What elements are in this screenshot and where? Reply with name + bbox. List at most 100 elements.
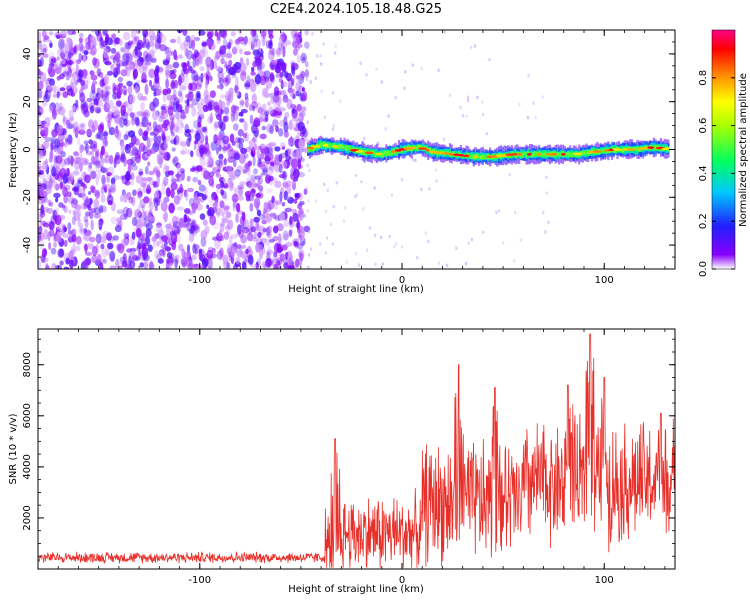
spectrogram-noise-blob	[197, 110, 205, 116]
spectrogram-noise-blob	[106, 90, 111, 96]
spectrogram-noise-blob	[142, 254, 150, 262]
spectrogram-noise-blob	[227, 42, 231, 50]
spectrogram-noise-blob	[197, 179, 202, 186]
spectrogram-noise-blob	[181, 145, 188, 156]
spectrogram-faint-dot	[547, 220, 550, 224]
spectrogram-faint-dot	[380, 235, 383, 240]
spectrogram-noise-blob	[207, 258, 213, 269]
spectrogram-faint-dot	[519, 238, 522, 242]
spectrogram-noise-blob	[226, 64, 232, 72]
spectrogram-noise-blob	[104, 90, 109, 98]
spectrogram-noise-blob	[227, 219, 234, 230]
spectrogram-noise-blob	[83, 243, 89, 251]
spectrogram-noise-blob	[142, 261, 149, 269]
spectrogram-noise-blob	[153, 197, 159, 208]
spectrogram-noise-blob	[146, 236, 151, 245]
spectrogram-noise-blob	[148, 197, 153, 207]
spectrogram-noise-blob	[93, 191, 100, 197]
spectrogram-track-cell	[567, 151, 570, 157]
spectrogram-noise-blob	[157, 258, 164, 264]
spectrogram-noise-blob	[40, 194, 45, 206]
spectrogram-noise-blob	[259, 30, 263, 38]
spectrogram-track-cell	[565, 152, 568, 156]
spectrogram-noise-blob	[60, 38, 66, 49]
spectrogram-faint-dot	[307, 199, 310, 203]
snr-y-label: SNR (10 * v/v)	[8, 413, 19, 484]
spectrogram-noise-blob	[134, 116, 140, 126]
spectrogram-noise-blob	[82, 69, 88, 80]
spectrogram-track-cell	[307, 148, 310, 153]
spectrogram-noise-blob	[269, 47, 275, 55]
spectrogram-track-cell	[418, 144, 421, 149]
spectrogram-noise-blob	[235, 43, 240, 52]
spectrogram-noise-blob	[84, 198, 89, 205]
spectrogram-noise-blob	[137, 193, 142, 200]
spectrogram-noise-blob	[195, 58, 200, 66]
spectrogram-noise-blob	[194, 36, 201, 42]
spectrogram-noise-blob	[130, 39, 138, 48]
spectrogram-noise-blob	[261, 219, 267, 225]
spectrogram-noise-blob	[120, 47, 125, 53]
spectrogram-noise-blob	[298, 248, 305, 260]
spectrogram-noise-blob	[127, 42, 132, 49]
spectrogram-noise-blob	[229, 178, 233, 189]
spectrogram-noise-blob	[136, 30, 141, 35]
spectrogram-noise-blob	[147, 244, 153, 252]
spectrogram-noise-blob	[219, 121, 226, 132]
spectrogram-noise-blob	[253, 117, 261, 128]
spectrogram-noise-blob	[42, 146, 47, 157]
spectrogram-noise-blob	[84, 219, 89, 228]
spectrogram-faint-dot	[514, 210, 517, 215]
spectrogram-noise-blob	[246, 225, 252, 236]
spectrogram-noise-blob	[51, 166, 56, 177]
spectrogram-noise-blob	[283, 130, 289, 138]
spectrogram-noise-blob	[206, 156, 212, 166]
spectrogram-noise-blob	[130, 172, 135, 181]
spectrogram-noise-blob	[130, 116, 136, 126]
spectrogram-noise-blob	[248, 189, 257, 194]
x-tick-label: -100	[188, 575, 211, 586]
spectrogram-noise-blob	[156, 253, 163, 261]
spectrogram-noise-blob	[100, 186, 104, 195]
spectrogram-noise-blob	[178, 243, 184, 252]
spectrogram-noise-blob	[206, 249, 213, 259]
spectrogram-noise-blob	[130, 157, 137, 162]
spectrogram-noise-blob	[177, 206, 185, 211]
spectrogram-noise-blob	[74, 160, 80, 171]
spectrogram-noise-blob	[161, 235, 168, 242]
spectrogram-noise-blob	[134, 208, 141, 218]
spectrogram-noise-blob	[100, 243, 105, 250]
x-tick-label: -100	[188, 275, 211, 286]
spectrogram-noise-blob	[141, 42, 145, 49]
spectrogram-noise-blob	[218, 129, 225, 141]
spectrogram-noise-blob	[135, 174, 143, 184]
spectrogram-track-cell	[572, 152, 575, 158]
spectrogram-noise-blob	[96, 253, 102, 265]
spectrogram-noise-blob	[75, 104, 79, 111]
spectrogram-track-peak	[561, 153, 566, 156]
spectrogram-noise-blob	[42, 162, 48, 172]
spectrogram-noise-blob	[38, 119, 42, 129]
spectrogram-noise-blob	[68, 51, 72, 59]
spectrogram-noise-blob	[238, 187, 244, 197]
spectrogram-noise-blob	[243, 163, 250, 173]
spectrogram-noise-blob	[251, 126, 259, 132]
spectrogram-noise-blob	[142, 111, 149, 117]
spectrogram-noise-blob	[120, 142, 125, 154]
spectrogram-noise-blob	[256, 209, 262, 217]
spectrogram-faint-dot	[404, 70, 407, 74]
spectrogram-noise-blob	[66, 60, 74, 66]
spectrogram-noise-blob	[148, 79, 153, 87]
spectrogram-noise-blob	[69, 259, 74, 269]
spectrogram-noise-blob	[67, 117, 72, 125]
spectrogram-noise-blob	[296, 219, 300, 231]
spectrogram-noise-blob	[255, 261, 259, 269]
spectrogram-noise-blob	[75, 245, 81, 252]
spectrogram-noise-blob	[233, 152, 241, 161]
spectrogram-noise-blob	[301, 106, 307, 112]
spectrogram-noise-blob	[290, 147, 294, 157]
spectrogram-faint-dot	[311, 31, 314, 36]
spectrogram-noise-blob	[192, 57, 196, 69]
spectrogram-noise-blob	[90, 155, 96, 165]
spectrogram-faint-dot	[305, 186, 309, 190]
